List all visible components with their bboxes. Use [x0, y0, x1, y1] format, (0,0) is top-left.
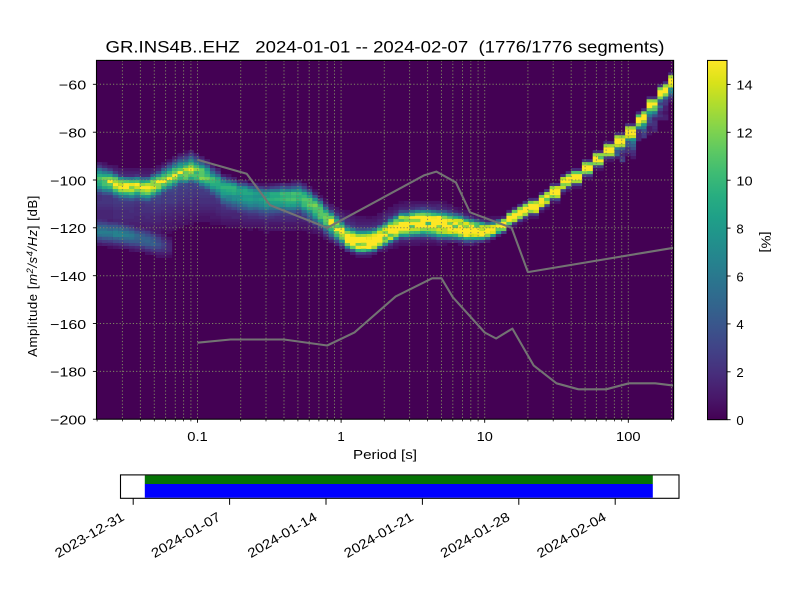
- svg-text:−60: −60: [59, 78, 86, 93]
- svg-text:4: 4: [736, 317, 743, 332]
- svg-text:100: 100: [616, 429, 641, 444]
- svg-text:2: 2: [736, 365, 743, 380]
- svg-text:12: 12: [736, 126, 752, 141]
- svg-text:−140: −140: [50, 269, 86, 284]
- svg-text:GR.INS4B..EHZ 2024-01-01 --: GR.INS4B..EHZ 2024-01-01 -- 2024-02-07 (…: [106, 38, 665, 57]
- svg-text:0: 0: [736, 413, 743, 428]
- svg-text:Period [s]: Period [s]: [353, 447, 417, 462]
- svg-text:14: 14: [736, 78, 752, 93]
- svg-text:10: 10: [477, 429, 493, 444]
- svg-text:0.1: 0.1: [187, 429, 208, 444]
- svg-text:[%]: [%]: [759, 232, 774, 253]
- svg-text:−180: −180: [50, 365, 86, 380]
- svg-text:−100: −100: [50, 173, 86, 188]
- svg-text:−80: −80: [59, 126, 86, 141]
- svg-text:10: 10: [736, 174, 752, 189]
- svg-text:−160: −160: [50, 317, 86, 332]
- svg-text:−120: −120: [50, 221, 86, 236]
- svg-text:1: 1: [337, 429, 344, 444]
- svg-text:8: 8: [736, 221, 743, 236]
- svg-text:Amplitude [m2/s4/Hz] [dB]: Amplitude [m2/s4/Hz] [dB]: [25, 195, 40, 357]
- svg-text:−200: −200: [50, 413, 86, 428]
- svg-text:6: 6: [736, 269, 743, 284]
